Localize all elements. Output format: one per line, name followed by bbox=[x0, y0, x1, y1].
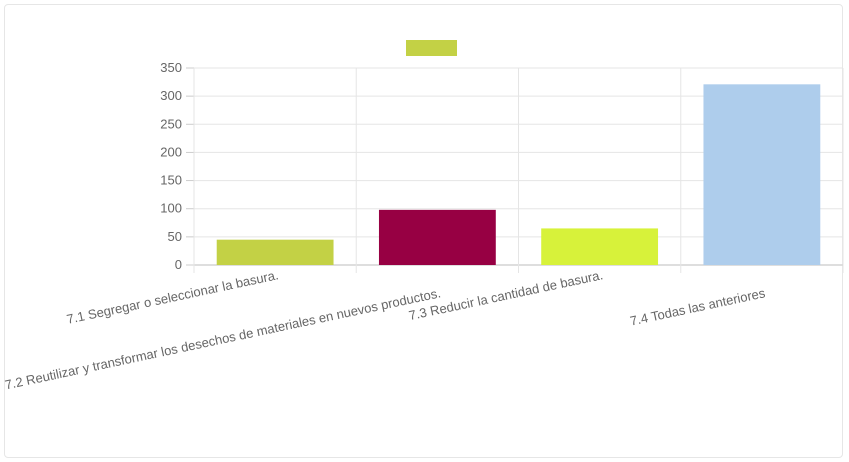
bar[interactable] bbox=[378, 209, 496, 265]
bar[interactable] bbox=[541, 228, 659, 265]
x-category-label: 7.4 Todas las anteriores bbox=[629, 285, 767, 328]
y-tick-label: 350 bbox=[160, 60, 182, 75]
y-tick-label: 50 bbox=[168, 229, 182, 244]
bars bbox=[216, 84, 821, 265]
y-tick-label: 150 bbox=[160, 173, 182, 188]
x-category-label: 7.1 Segregar o seleccionar la basura. bbox=[65, 267, 279, 327]
y-axis-ticks: 0 50 100 150 200 250 300 350 bbox=[160, 60, 182, 272]
y-tick-label: 100 bbox=[160, 201, 182, 216]
bar[interactable] bbox=[703, 84, 821, 265]
bar[interactable] bbox=[216, 239, 334, 265]
legend-swatch[interactable] bbox=[406, 40, 457, 56]
x-category-label: 7.2 Reutilizar y transformar los desecho… bbox=[3, 285, 442, 392]
x-axis-labels: 7.1 Segregar o seleccionar la basura.7.2… bbox=[3, 267, 766, 392]
y-tick-label: 300 bbox=[160, 88, 182, 103]
y-tick-label: 250 bbox=[160, 116, 182, 131]
y-tick-label: 200 bbox=[160, 144, 182, 159]
y-tick-label: 0 bbox=[175, 257, 182, 272]
